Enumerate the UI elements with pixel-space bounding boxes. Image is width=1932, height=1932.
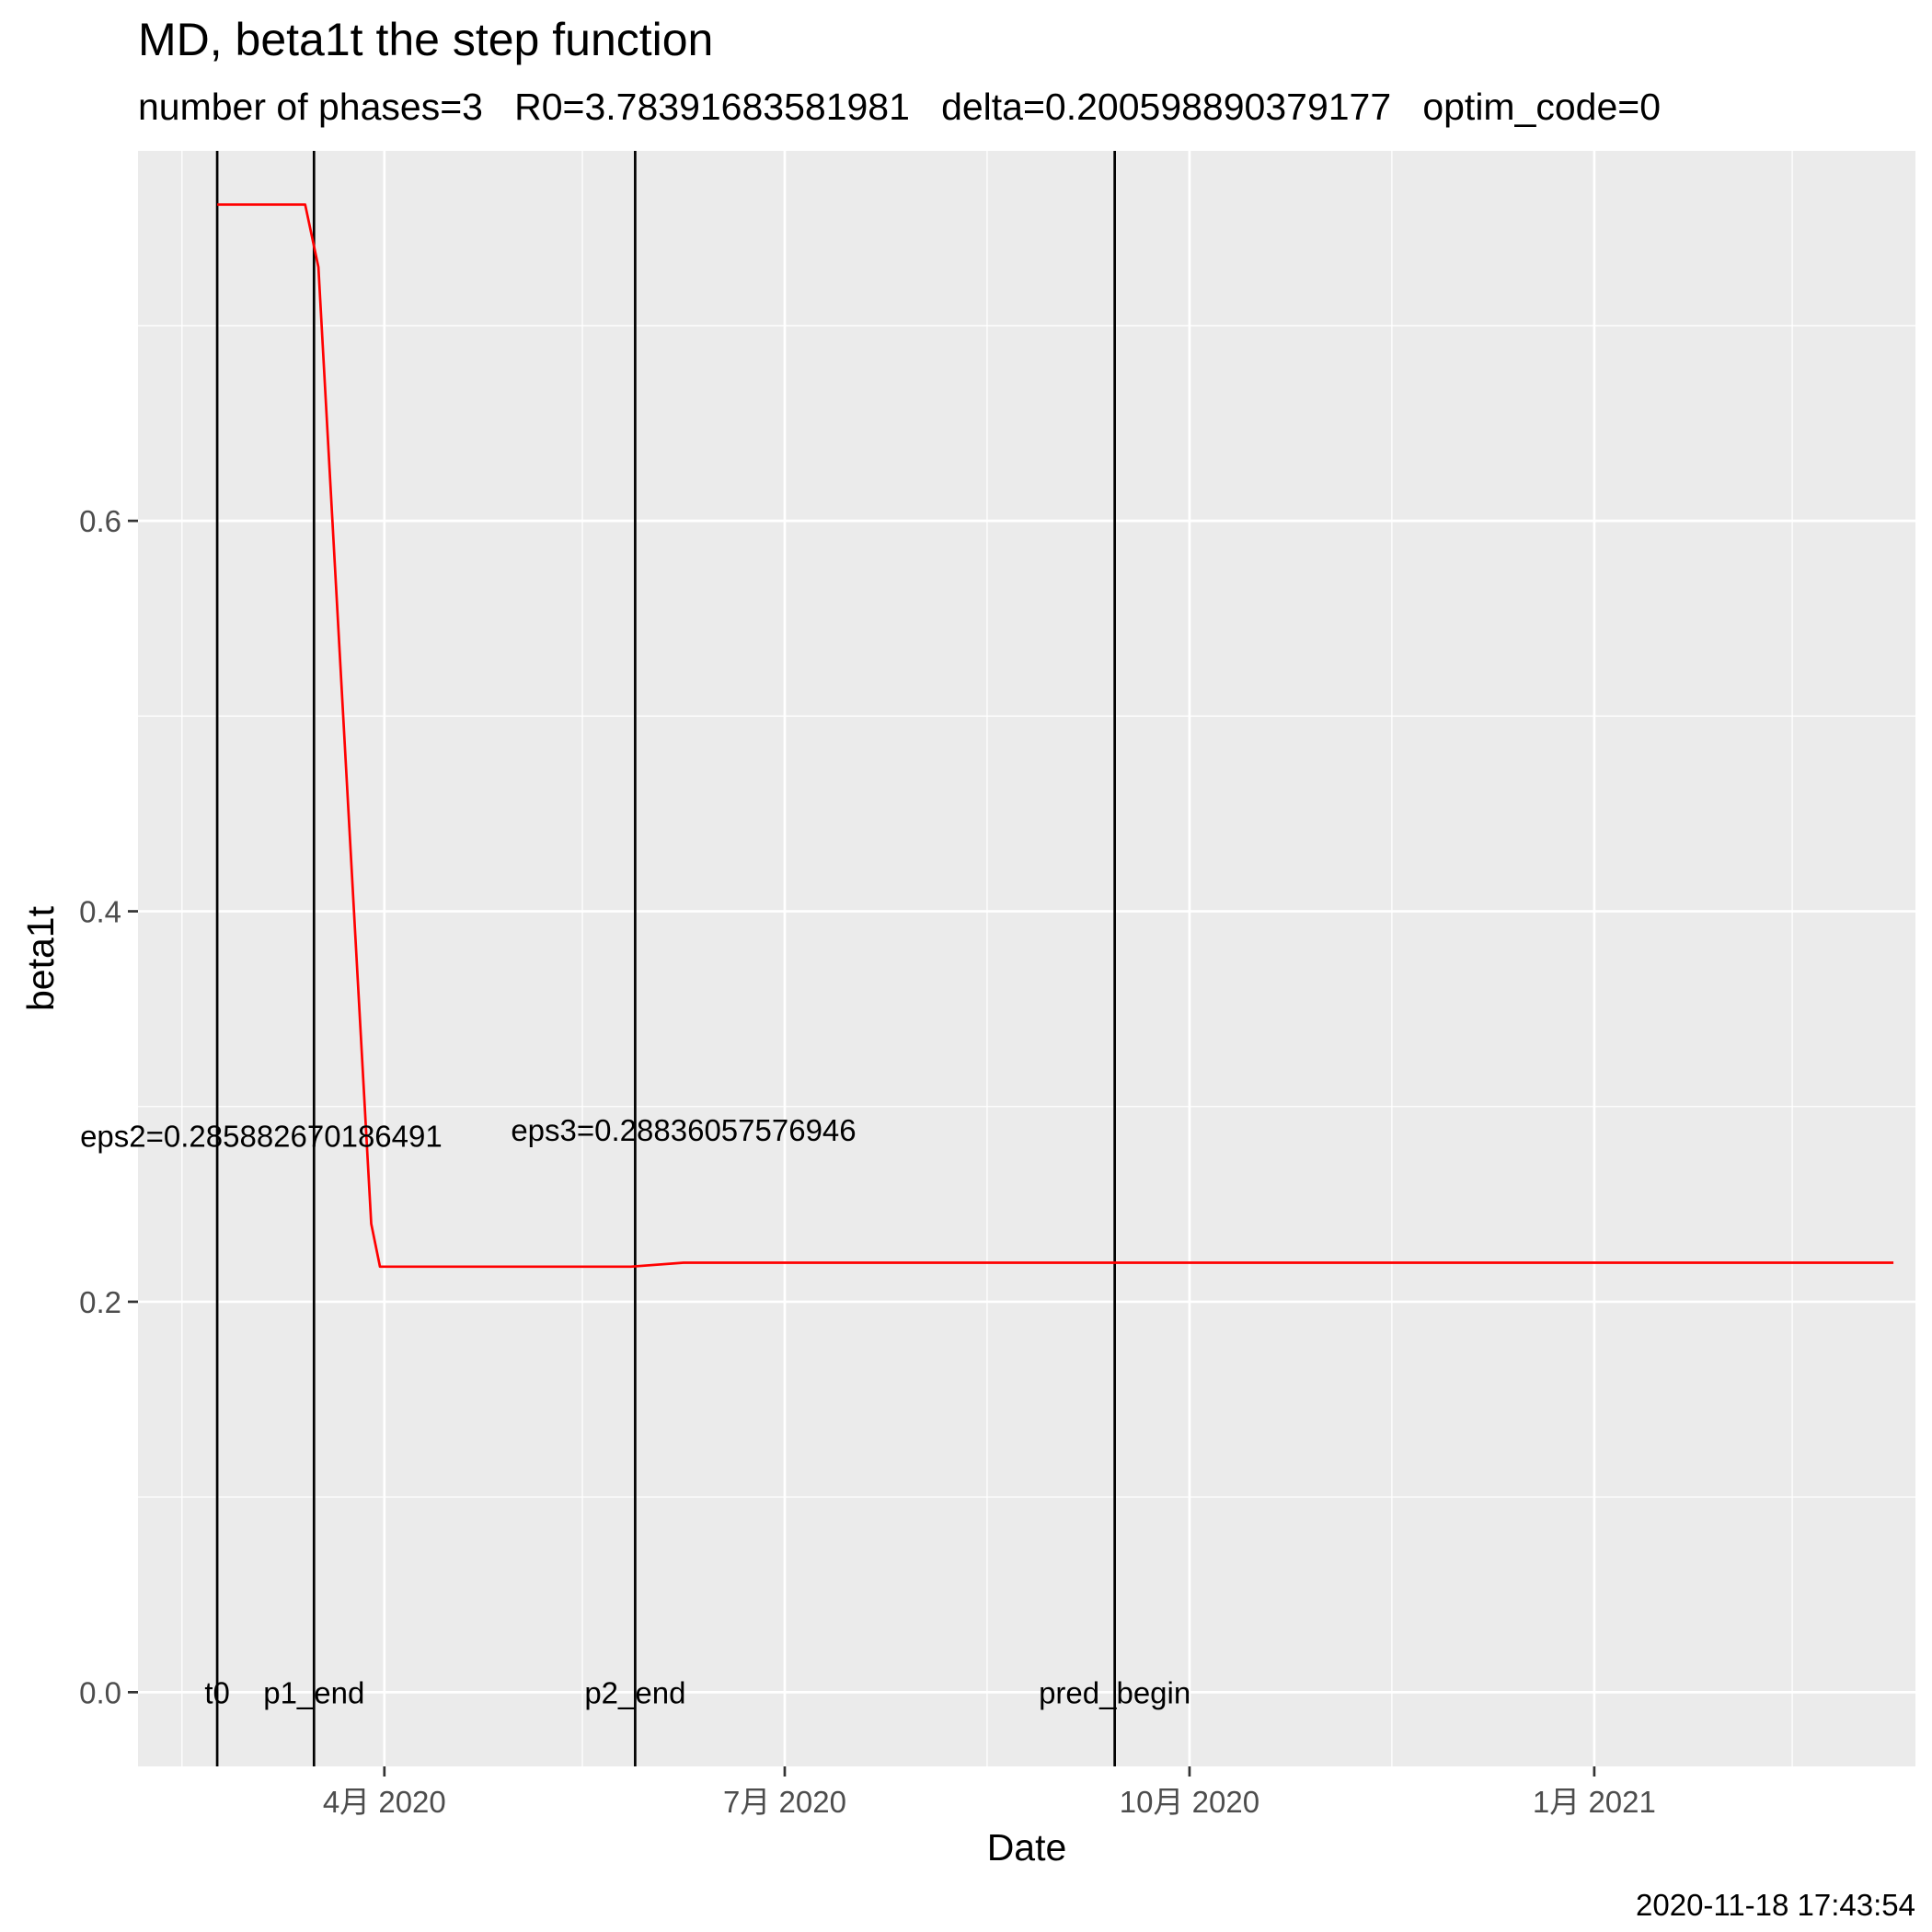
x-tick-label: 7月 2020 (723, 1785, 846, 1819)
series-group (217, 203, 1894, 1269)
chart-title: MD, beta1t the step function (138, 14, 713, 65)
x-tick-label: 1月 2021 (1533, 1785, 1656, 1819)
grid-minor (138, 151, 1915, 1766)
y-tick-label: 0.4 (79, 895, 121, 929)
reference-lines: t0 p1_end p2_end pred_begin (204, 151, 1190, 1766)
vline-label: p2_end (584, 1675, 685, 1709)
x-tick-label: 10月 2020 (1120, 1785, 1259, 1819)
grid-major (138, 151, 1915, 1766)
axes: 0.0 0.2 0.4 0.6 4月 2020 7月 2020 10月 2020 1月 202… (79, 504, 1656, 1819)
plot-panel (138, 151, 1915, 1766)
y-tick-label: 0.6 (79, 504, 121, 538)
caption: 2020-11-18 17:43:54 (1636, 1888, 1915, 1922)
annotations: eps2=0.285882670186491 eps3=0.28836057576… (80, 1113, 857, 1153)
y-tick-label: 0.0 (79, 1675, 121, 1709)
x-tick-label: 4月 2020 (323, 1785, 446, 1819)
annotation-label: eps3=0.28836057576946 (511, 1113, 856, 1147)
annotation-label: eps2=0.285882670186491 (80, 1120, 443, 1154)
y-tick-label: 0.2 (79, 1285, 121, 1319)
vline-label: t0 (204, 1675, 230, 1709)
x-axis-label: Date (987, 1826, 1067, 1869)
series-line (217, 203, 1894, 1269)
chart-subtitle: number of phases=3 R0=3.78391683581981 d… (138, 86, 1661, 128)
y-axis-label: beta1t (19, 905, 62, 1011)
vline-label: p1_end (263, 1675, 364, 1709)
vline-label: pred_begin (1039, 1675, 1190, 1709)
